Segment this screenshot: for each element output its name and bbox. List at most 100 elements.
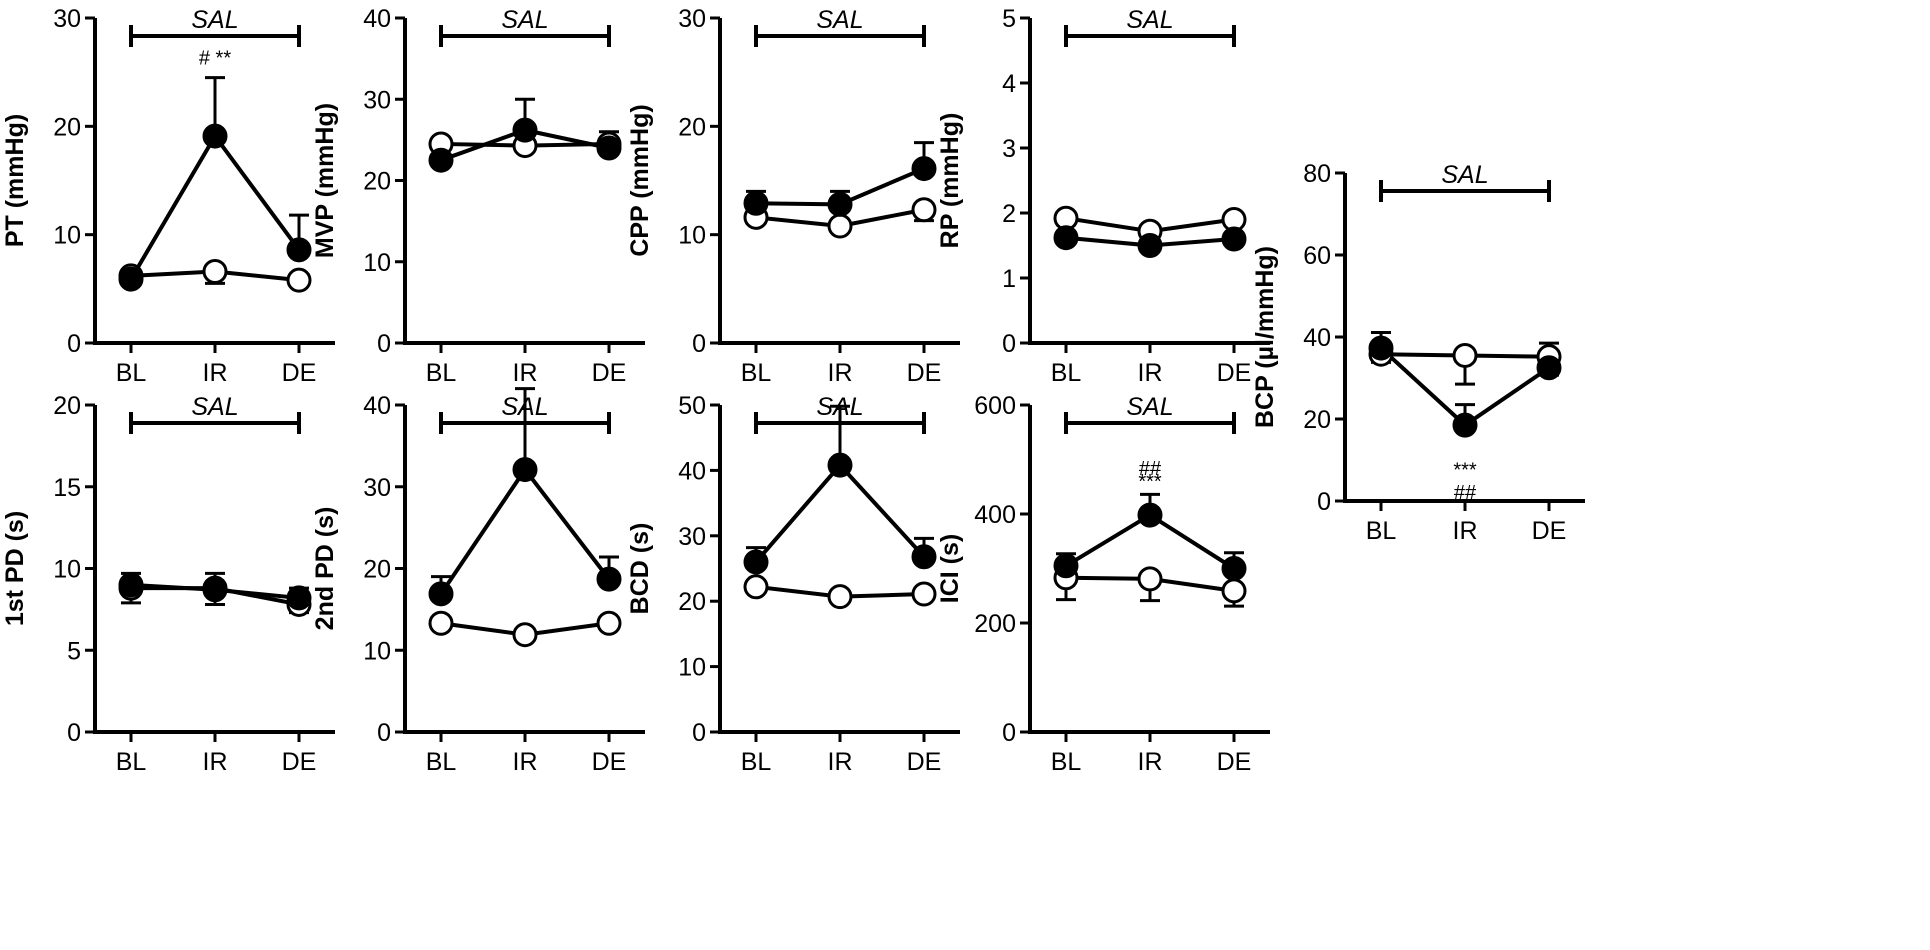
data-point-filled (1053, 553, 1079, 579)
panel-ici: 0 200 400 600 BL IR DE ICI (s) SAL ##*** (936, 392, 1270, 776)
sal-label: SAL (1126, 6, 1173, 34)
y-tick-label: 20 (1303, 406, 1331, 434)
data-point-filled (827, 191, 853, 217)
y-axis-label: 1st PD (s) (1, 511, 29, 626)
x-tick-label: DE (1532, 517, 1567, 545)
data-point-filled (1137, 502, 1163, 528)
y-tick-label: 30 (678, 5, 706, 33)
data-point-filled (428, 581, 454, 607)
x-tick-label: BL (741, 359, 772, 387)
x-tick-label: DE (1217, 748, 1252, 776)
x-tick-label: BL (1051, 748, 1082, 776)
y-tick-label: 40 (1303, 324, 1331, 352)
data-point-filled (596, 566, 622, 592)
y-tick-label: 2 (1002, 200, 1016, 228)
y-tick-label: 10 (678, 222, 706, 250)
x-tick-label: IR (1138, 359, 1163, 387)
y-tick-label: 40 (363, 5, 391, 33)
x-tick-label: BL (116, 748, 147, 776)
significance-mark: ## (1139, 458, 1162, 480)
panel-pt: 0 10 20 30 BL IR DE PT (mmHg) SAL # ** (1, 5, 335, 387)
x-tick-label: DE (1217, 359, 1252, 387)
y-tick-label: 40 (678, 457, 706, 485)
y-tick-label: 0 (67, 719, 81, 747)
data-point-open (428, 610, 454, 636)
data-point-filled (1452, 412, 1478, 438)
x-tick-label: DE (282, 359, 317, 387)
y-tick-label: 20 (363, 168, 391, 196)
y-tick-label: 200 (974, 610, 1016, 638)
y-tick-label: 40 (363, 392, 391, 420)
y-axis-label: BCP (µl/mmHg) (1251, 246, 1279, 428)
x-tick-label: BL (741, 748, 772, 776)
data-point-open (1221, 578, 1247, 604)
x-tick-label: IR (203, 359, 228, 387)
y-tick-label: 20 (678, 588, 706, 616)
x-tick-label: BL (426, 359, 457, 387)
y-tick-label: 0 (1317, 488, 1331, 516)
sal-label: SAL (501, 6, 548, 34)
y-tick-label: 0 (67, 330, 81, 358)
y-tick-label: 0 (377, 719, 391, 747)
y-tick-label: 5 (67, 637, 81, 665)
y-tick-label: 600 (974, 392, 1016, 420)
sal-label: SAL (191, 393, 238, 421)
x-tick-label: IR (203, 748, 228, 776)
data-point-filled (743, 549, 769, 575)
data-point-open (202, 259, 228, 284)
y-tick-label: 400 (974, 501, 1016, 529)
data-point-filled (911, 156, 937, 182)
y-tick-label: 30 (363, 474, 391, 502)
y-tick-label: 20 (678, 113, 706, 141)
data-point-filled (202, 123, 228, 149)
y-tick-label: 0 (1002, 719, 1016, 747)
data-point-filled (1221, 556, 1247, 581)
data-point-filled (743, 190, 769, 216)
y-tick-label: 20 (363, 556, 391, 584)
data-point-filled (596, 135, 622, 161)
y-tick-label: 30 (53, 5, 81, 33)
x-tick-label: BL (426, 748, 457, 776)
significance-mark: *** (1138, 471, 1162, 493)
data-point-open (1137, 566, 1163, 592)
data-point-open (286, 267, 312, 293)
y-tick-label: 20 (53, 113, 81, 141)
y-tick-label: 60 (1303, 242, 1331, 270)
y-tick-label: 1 (1002, 265, 1016, 293)
series-line-filled (129, 132, 301, 281)
y-tick-label: 0 (692, 719, 706, 747)
y-tick-label: 0 (1002, 330, 1016, 358)
y-axis-label: BCD (s) (626, 523, 654, 615)
x-tick-label: IR (1453, 517, 1478, 545)
y-axis-label: RP (mmHg) (936, 113, 964, 249)
data-point-filled (512, 457, 538, 483)
panel-bcp: 0 20 40 60 80 BL IR DE BCP (µl/mmHg) SAL ***## (1251, 160, 1585, 545)
x-tick-label: BL (116, 359, 147, 387)
data-point-filled (428, 147, 454, 173)
x-tick-label: IR (1138, 748, 1163, 776)
data-point-filled (202, 577, 228, 603)
data-point-filled (911, 544, 937, 570)
data-point-filled (118, 266, 144, 292)
y-tick-label: 0 (377, 330, 391, 358)
y-tick-label: 10 (363, 637, 391, 665)
y-tick-label: 3 (1002, 135, 1016, 163)
x-tick-label: DE (592, 748, 627, 776)
x-tick-label: IR (513, 748, 538, 776)
data-point-filled (1137, 233, 1163, 258)
y-tick-label: 10 (53, 556, 81, 584)
x-tick-label: IR (513, 359, 538, 387)
panel-mvp: 0 10 20 30 40 BL IR DE MVP (mmHg) SAL (311, 5, 645, 387)
significance-mark: *** (1453, 459, 1477, 481)
y-tick-label: 20 (53, 392, 81, 420)
y-tick-label: 50 (678, 392, 706, 420)
y-tick-label: 30 (363, 86, 391, 114)
x-tick-label: DE (907, 748, 942, 776)
y-axis-label: MVP (mmHg) (311, 103, 339, 258)
data-point-open (911, 581, 937, 607)
data-point-open (1452, 342, 1478, 368)
sal-label: SAL (1441, 161, 1488, 189)
y-axis-label: 2nd PD (s) (311, 507, 339, 631)
